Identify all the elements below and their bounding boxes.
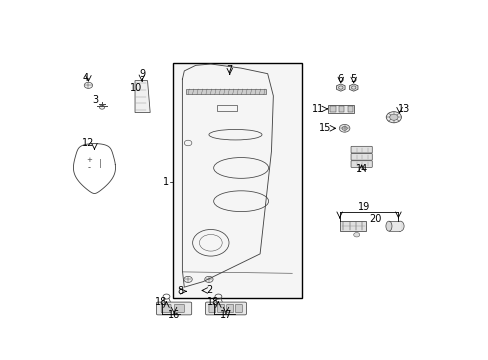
Circle shape (99, 105, 104, 109)
Text: 11: 11 (311, 104, 323, 114)
Text: 16: 16 (167, 310, 180, 320)
Text: -: - (87, 163, 90, 172)
Polygon shape (349, 84, 357, 91)
Text: 14: 14 (355, 164, 367, 174)
Circle shape (386, 112, 401, 123)
FancyBboxPatch shape (226, 304, 233, 312)
FancyBboxPatch shape (161, 304, 171, 312)
Polygon shape (135, 81, 150, 112)
FancyBboxPatch shape (208, 304, 215, 312)
Bar (338, 106, 344, 112)
Text: 13: 13 (397, 104, 409, 114)
Text: 18: 18 (154, 297, 166, 307)
Bar (327, 105, 353, 113)
Ellipse shape (396, 221, 403, 231)
Text: 19: 19 (357, 202, 370, 212)
Circle shape (389, 114, 397, 120)
Text: 2: 2 (205, 285, 212, 296)
Polygon shape (336, 84, 345, 91)
Bar (347, 106, 352, 112)
Bar (339, 221, 366, 231)
Bar (329, 106, 335, 112)
Circle shape (183, 276, 192, 283)
Bar (173, 63, 301, 298)
FancyBboxPatch shape (235, 304, 242, 312)
FancyBboxPatch shape (217, 304, 224, 312)
Circle shape (204, 276, 213, 283)
Text: 6: 6 (337, 74, 343, 84)
Text: 15: 15 (319, 123, 331, 133)
Text: 18: 18 (206, 297, 219, 307)
Circle shape (339, 125, 349, 132)
Text: 5: 5 (350, 74, 356, 84)
FancyBboxPatch shape (350, 161, 371, 167)
Circle shape (341, 126, 346, 130)
FancyBboxPatch shape (350, 153, 371, 160)
Text: |: | (99, 159, 102, 168)
Circle shape (84, 82, 92, 89)
Text: 3: 3 (92, 95, 98, 105)
Text: 4: 4 (82, 73, 89, 83)
Text: 10: 10 (129, 82, 142, 93)
Ellipse shape (385, 221, 391, 231)
Text: 20: 20 (369, 214, 381, 224)
Text: 9: 9 (139, 69, 145, 79)
Bar (186, 89, 265, 94)
FancyBboxPatch shape (156, 302, 191, 315)
FancyBboxPatch shape (350, 146, 371, 153)
Text: 8: 8 (178, 286, 183, 296)
Bar (216, 105, 237, 111)
Text: 17: 17 (219, 310, 232, 320)
Text: 1: 1 (163, 177, 169, 187)
FancyBboxPatch shape (205, 302, 246, 315)
Circle shape (353, 233, 359, 237)
FancyBboxPatch shape (174, 304, 184, 312)
Bar (388, 221, 400, 231)
Text: 7: 7 (226, 64, 232, 75)
Text: +: + (86, 157, 92, 163)
Text: 12: 12 (82, 138, 94, 148)
